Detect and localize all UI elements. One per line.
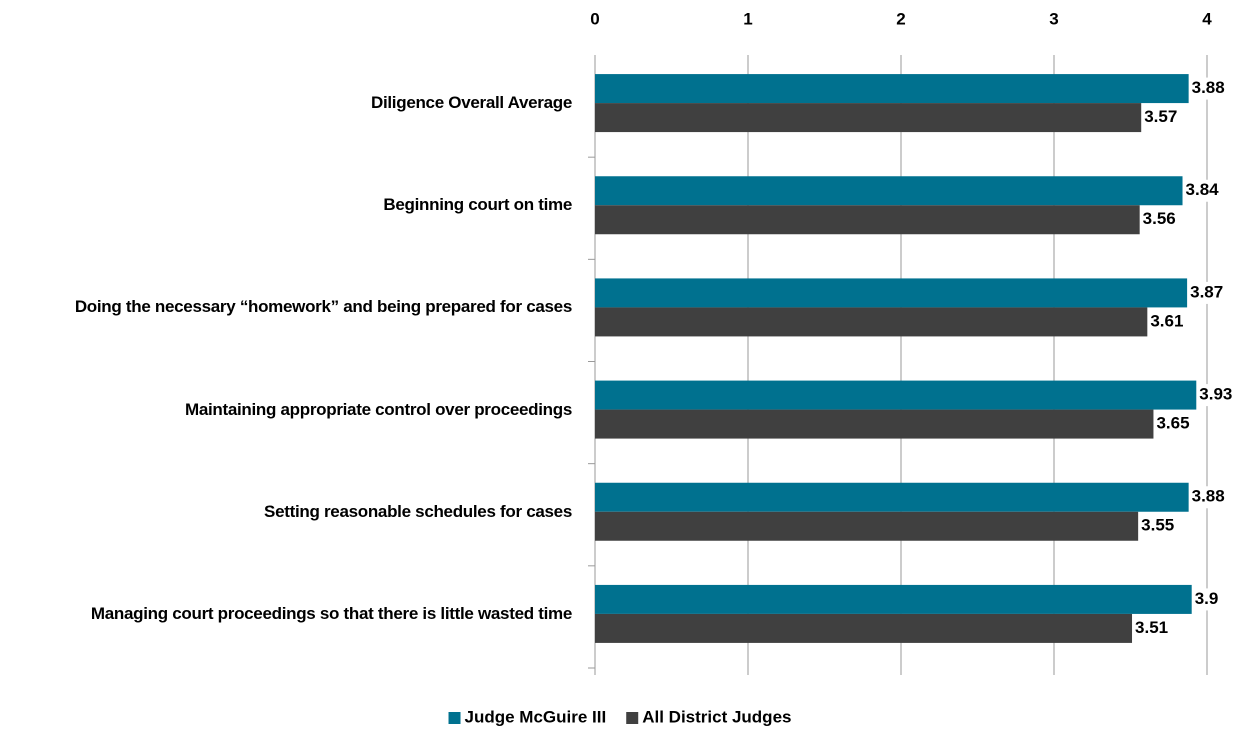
category-label: Doing the necessary “homework” and being… — [74, 297, 572, 317]
bar — [595, 176, 1183, 206]
value-label-bg — [1192, 588, 1221, 611]
value-label-bg — [1139, 515, 1177, 538]
x-tick-label: 2 — [896, 9, 905, 28]
category-label: Maintaining appropriate control over pro… — [184, 399, 572, 419]
bar — [595, 307, 1148, 337]
value-label-bg — [1154, 413, 1192, 436]
bar — [595, 613, 1133, 643]
category-label: Setting reasonable schedules for cases — [264, 501, 572, 521]
value-label: 3.51 — [1135, 618, 1168, 637]
value-label: 3.57 — [1144, 107, 1177, 126]
value-label: 3.61 — [1150, 311, 1183, 330]
value-label: 3.88 — [1192, 487, 1225, 506]
legend-label: All District Judges — [642, 707, 791, 726]
value-label-bg — [1197, 384, 1235, 407]
bar — [595, 74, 1189, 104]
bar — [595, 205, 1140, 235]
value-label: 3.93 — [1199, 385, 1232, 404]
x-tick-label: 3 — [1049, 9, 1058, 28]
value-label: 3.55 — [1141, 516, 1174, 535]
value-label: 3.87 — [1190, 282, 1223, 301]
value-label-bg — [1189, 486, 1227, 509]
bar — [595, 380, 1197, 410]
bar — [595, 584, 1192, 614]
category-label: Managing court proceedings so that there… — [90, 603, 572, 623]
value-label-bg — [1148, 310, 1186, 333]
legend-label: Judge McGuire III — [465, 707, 607, 726]
category-label: Diligence Overall Average — [370, 93, 572, 113]
x-tick-label: 4 — [1202, 9, 1212, 28]
bar — [595, 103, 1142, 133]
x-tick-label: 1 — [743, 9, 752, 28]
value-label-bg — [1142, 106, 1180, 129]
value-label: 3.84 — [1186, 180, 1220, 199]
value-label: 3.9 — [1195, 589, 1219, 608]
value-label-bg — [1189, 77, 1227, 100]
value-label: 3.56 — [1143, 209, 1176, 228]
value-label: 3.65 — [1156, 414, 1189, 433]
value-label-bg — [1140, 208, 1178, 231]
x-tick-label: 0 — [590, 9, 599, 28]
value-label-bg — [1133, 617, 1171, 640]
value-label-bg — [1188, 281, 1226, 304]
bar — [595, 482, 1189, 512]
legend-swatch — [626, 712, 639, 724]
category-label: Beginning court on time — [383, 195, 572, 215]
value-label-bg — [1183, 179, 1221, 202]
bar — [595, 278, 1188, 308]
legend-swatch — [448, 712, 461, 724]
value-label: 3.88 — [1192, 78, 1225, 97]
bar — [595, 409, 1154, 439]
bar — [595, 511, 1139, 541]
